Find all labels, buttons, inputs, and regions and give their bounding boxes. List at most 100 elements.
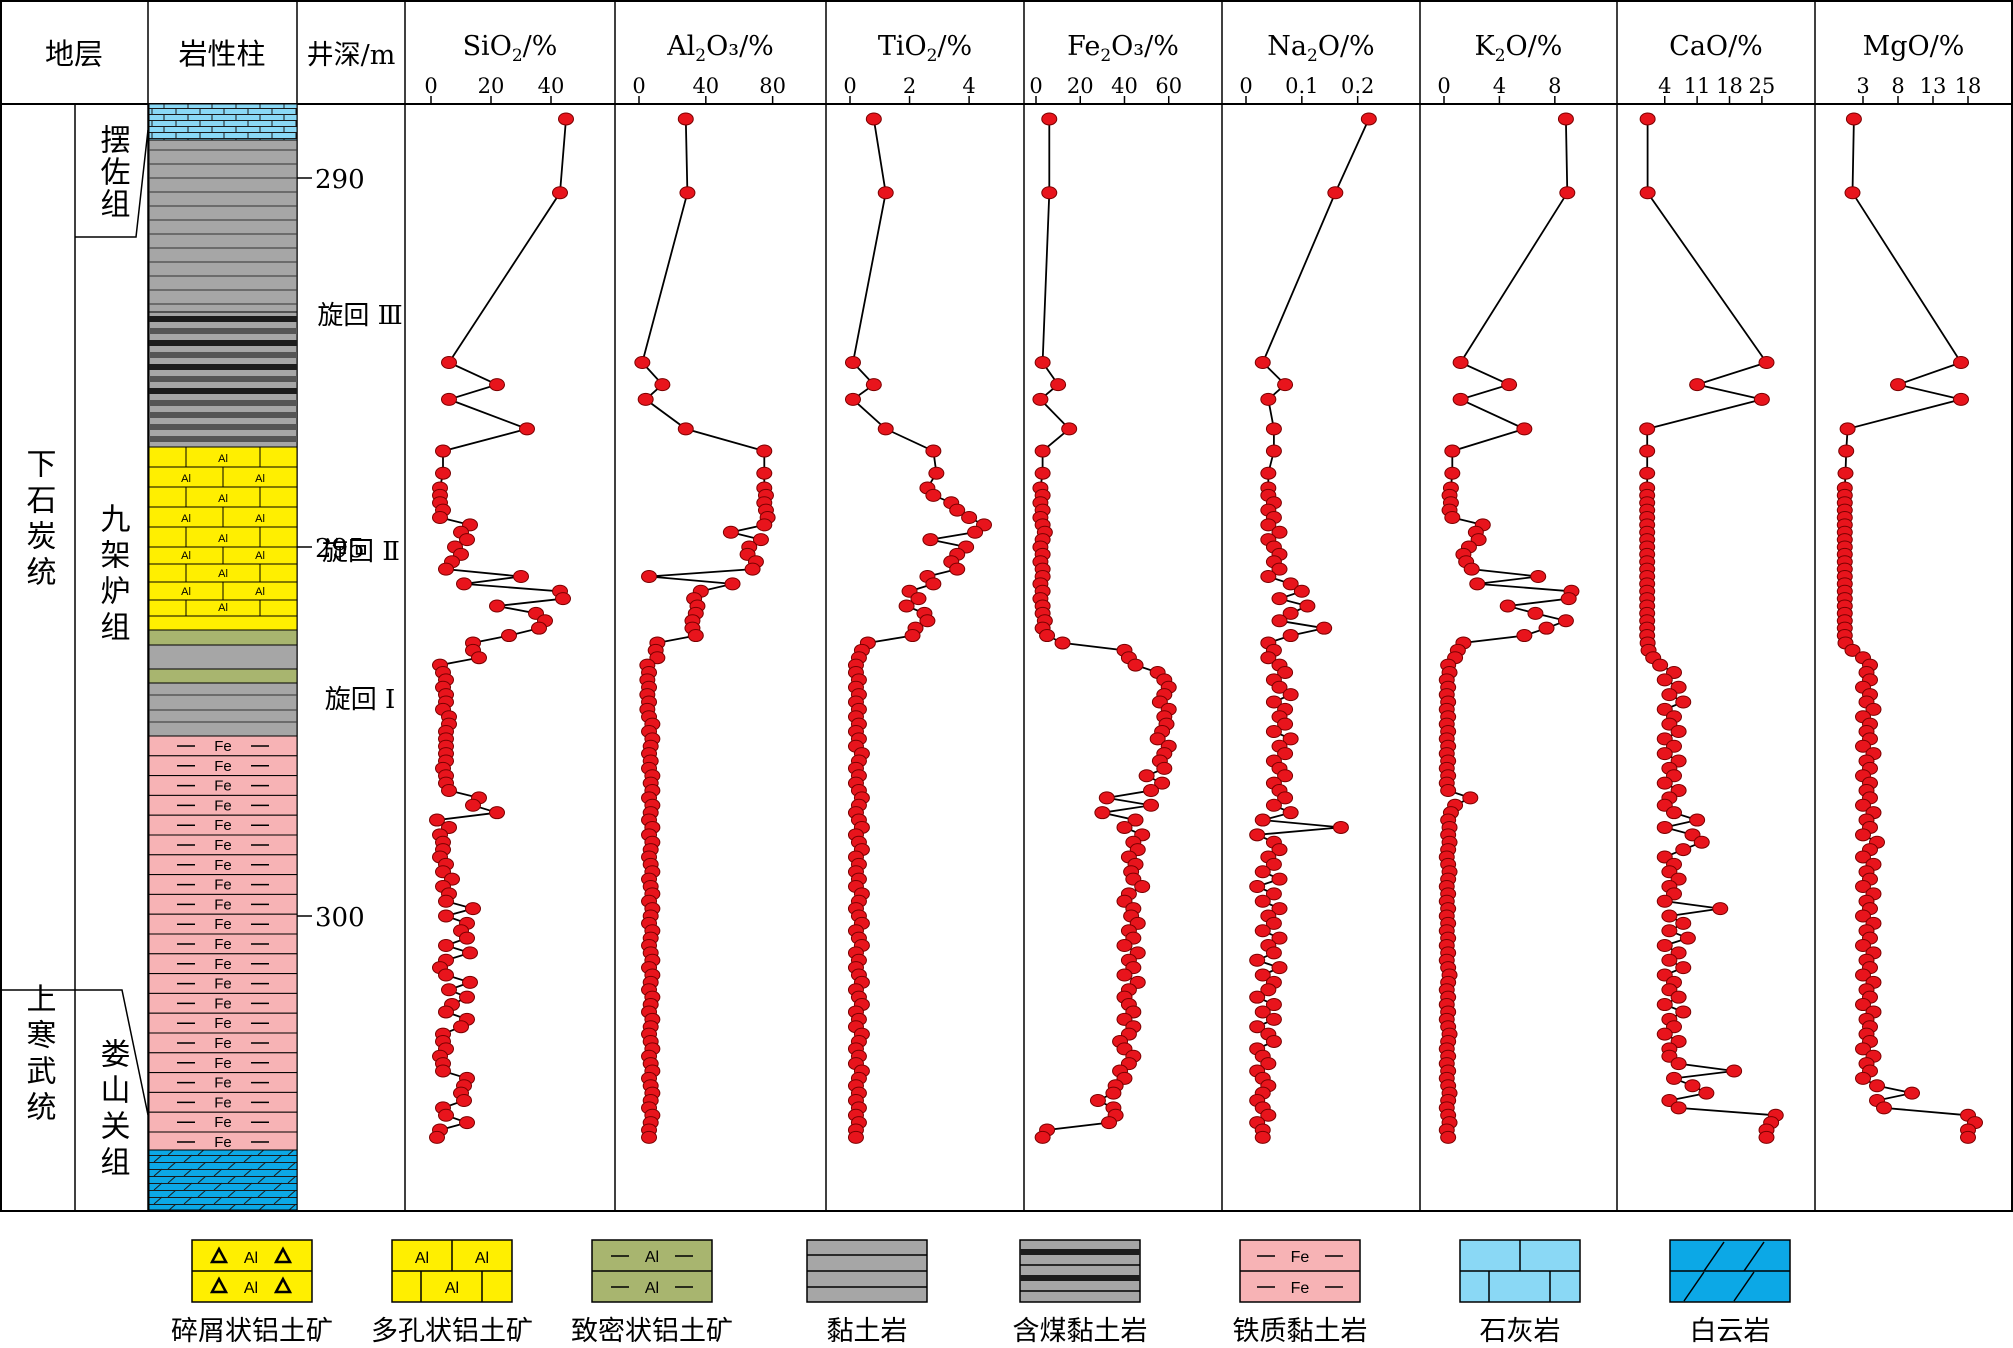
data-point — [1560, 592, 1577, 606]
data-point — [552, 186, 568, 200]
data-point — [1444, 510, 1461, 524]
data-point — [1844, 643, 1861, 657]
panel-title: Al2O₃/% — [666, 31, 774, 66]
data-point — [634, 356, 651, 369]
data-point — [438, 562, 454, 576]
data-point — [1656, 747, 1673, 761]
axis-tick-label: 20 — [1067, 74, 1094, 98]
data-point — [1254, 894, 1271, 908]
data-point — [1670, 1057, 1687, 1071]
data-point — [1254, 1130, 1271, 1144]
panel-mgo: MgO/% 3 8 13 18 — [1836, 31, 1983, 1144]
axis-tick-label: 18 — [1955, 74, 1982, 98]
data-point — [1282, 629, 1299, 643]
data-point — [949, 503, 966, 517]
formation-baizuo: 摆佐组 — [95, 124, 131, 220]
data-point — [1675, 961, 1692, 975]
data-point — [1758, 1130, 1775, 1144]
lith-coal-bed — [149, 424, 297, 430]
legend-item-coal-claystone: 含煤黏土岩 — [990, 1239, 1170, 1348]
axis-tick-label: 0 — [1029, 74, 1042, 98]
axis-tick-label: 25 — [1749, 74, 1776, 98]
lith-coal-bed — [149, 436, 297, 442]
data-point — [1101, 1116, 1117, 1130]
data-point — [459, 533, 475, 547]
data-point — [722, 525, 739, 539]
data-point — [637, 392, 654, 406]
data-point — [1254, 865, 1271, 879]
data-point — [1105, 1086, 1122, 1100]
data-point — [877, 186, 894, 200]
data-point — [1661, 909, 1678, 923]
lith-fe-label: Fe — [214, 877, 232, 894]
data-point — [1656, 776, 1673, 790]
data-point — [456, 577, 472, 591]
panel-title: CaO/% — [1669, 31, 1763, 62]
data-point — [1089, 1094, 1106, 1107]
lith-fe-label: Fe — [214, 1094, 232, 1111]
axis-tick-label: 2 — [903, 74, 916, 98]
data-point — [1277, 769, 1294, 783]
series-line — [1039, 119, 1170, 1138]
data-point — [1855, 939, 1871, 953]
axis-tick-label: 0 — [632, 74, 645, 98]
data-point — [501, 629, 517, 643]
data-point — [865, 378, 882, 392]
data-point — [441, 784, 457, 798]
panel-cao: CaO/% 4 11 18 25 — [1639, 31, 1784, 1144]
data-point — [1837, 466, 1854, 480]
lith-limestone — [148, 103, 298, 141]
data-point — [1116, 968, 1133, 982]
data-point — [1265, 887, 1282, 901]
data-point — [1758, 356, 1775, 369]
data-point — [1265, 695, 1282, 709]
data-point — [1034, 466, 1051, 480]
axis-tick-label: 13 — [1920, 74, 1947, 98]
axis-tick-label: 4 — [962, 74, 975, 98]
data-point — [1271, 592, 1288, 606]
axis-tick-label: 0 — [1437, 74, 1450, 98]
data-point — [1666, 1071, 1682, 1085]
data-point — [1254, 1005, 1271, 1019]
lith-coal-bed — [149, 388, 297, 394]
data-point — [1652, 658, 1669, 672]
lith-fe-label: Fe — [214, 1075, 232, 1092]
data-point — [1855, 739, 1871, 753]
data-point — [1845, 112, 1862, 126]
panel-k2o: K2O/% 0 4 8 — [1437, 31, 1580, 1144]
lith-fe-label: Fe — [214, 738, 232, 755]
data-point — [654, 378, 671, 392]
legend-item-dolomite: 白云岩 — [1640, 1239, 1820, 1348]
data-point — [1675, 1005, 1692, 1019]
series-line — [641, 118, 769, 1138]
lith-al-label: Al — [218, 493, 228, 505]
data-point — [1041, 186, 1058, 200]
data-point — [1960, 1130, 1976, 1144]
panel-title: MgO/% — [1863, 31, 1965, 62]
panel-sio2: SiO2/% 0 20 40 — [424, 31, 574, 1144]
data-point — [679, 186, 696, 200]
data-point — [1656, 939, 1673, 953]
data-point — [1249, 879, 1266, 893]
axis-tick-label: 0 — [424, 74, 437, 98]
data-point — [1039, 629, 1056, 643]
data-point — [1282, 606, 1299, 620]
panel-title: Na2O/% — [1267, 31, 1374, 66]
svg-text:Fe: Fe — [1291, 1280, 1310, 1297]
data-point — [1094, 806, 1111, 820]
data-point — [1670, 990, 1687, 1004]
data-point — [1855, 909, 1871, 923]
data-point — [1041, 112, 1058, 126]
data-point — [1265, 1034, 1282, 1048]
data-point — [1127, 658, 1144, 672]
data-point — [1440, 1130, 1457, 1144]
data-point — [919, 614, 936, 628]
data-point — [967, 525, 984, 539]
data-point — [1249, 953, 1266, 967]
cycle-label: 旋回 Ⅱ — [322, 537, 400, 567]
data-point — [441, 356, 457, 369]
data-point — [489, 599, 505, 613]
geochem-log-figure: 地层 岩性柱 井深/m 下石炭统 上寒武统 摆佐组 九架炉组 娄山关组 2902… — [0, 0, 2013, 1212]
data-point — [459, 1116, 475, 1130]
data-point — [1271, 614, 1288, 628]
